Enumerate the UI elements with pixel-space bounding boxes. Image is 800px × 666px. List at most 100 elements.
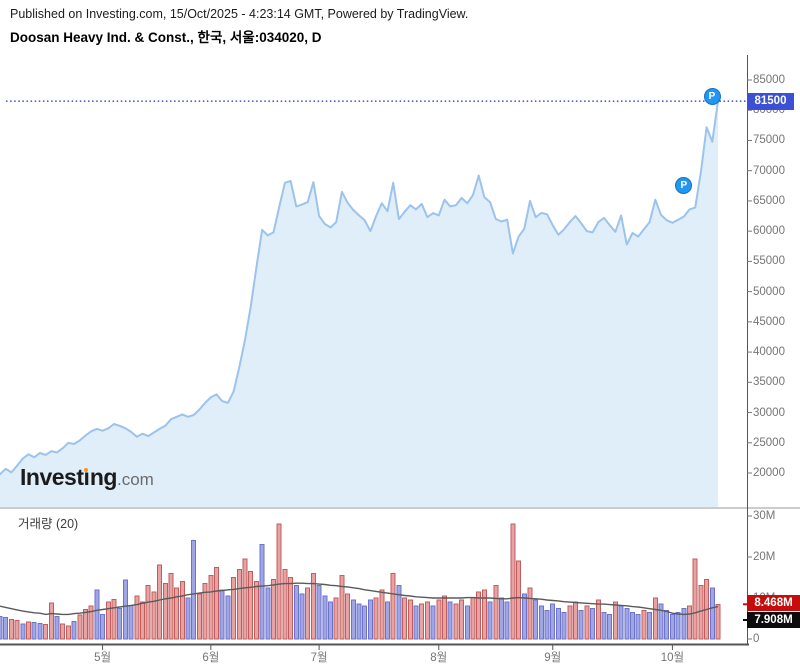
volume-bar (390, 572, 396, 640)
month-label: 6월 (202, 652, 220, 664)
volume-bar (339, 575, 345, 640)
volume-bar (385, 601, 390, 640)
volume-bar (43, 624, 49, 640)
volume-bar (3, 617, 9, 640)
volume-bar (590, 607, 596, 640)
price-axis-label: 30000 (753, 406, 785, 419)
volume-bar (185, 597, 191, 640)
volume-bar (248, 570, 254, 640)
volume-bar (447, 601, 453, 640)
volume-bar (350, 599, 356, 640)
volume-bar (601, 611, 607, 640)
volume-bar (687, 605, 692, 640)
volume-bar (117, 608, 123, 640)
volume-bar (196, 593, 202, 640)
volume-bar (219, 589, 225, 640)
volume-bar (345, 593, 351, 640)
volume-bar (77, 614, 83, 640)
price-axis-label: 85000 (753, 74, 785, 86)
volume-bar (624, 607, 630, 640)
volume-bar (271, 579, 276, 640)
volume-bar (333, 597, 339, 640)
volume-bar (567, 605, 573, 640)
month-label: 9월 (544, 652, 562, 664)
volume-bar (379, 589, 385, 640)
volume-bar (299, 593, 305, 640)
volume-bar (499, 597, 504, 640)
volume-bar (328, 601, 333, 640)
volume-bar (470, 597, 476, 640)
volume-bar (652, 597, 658, 640)
volume-bar (510, 523, 516, 640)
volume-bar (493, 585, 499, 640)
volume-bar (100, 613, 106, 640)
volume-bar (94, 589, 100, 640)
volume-bar (208, 575, 214, 640)
volume-bar (521, 593, 527, 640)
volume-bar (407, 599, 413, 640)
month-label: 7월 (310, 652, 328, 664)
volume-bar (692, 558, 698, 640)
volume-bar (658, 603, 664, 640)
volume-bar (573, 601, 578, 640)
volume-bar (698, 585, 704, 640)
volume-bar (373, 597, 379, 640)
volume-bar (253, 581, 259, 640)
volume-bar (595, 599, 601, 640)
price-axis-label: 20000 (753, 467, 785, 479)
volume-bar (174, 587, 180, 640)
volume-bar (20, 623, 26, 640)
volume-bar (288, 577, 294, 640)
volume-bar (276, 523, 282, 640)
volume-bar (88, 605, 94, 640)
volume-bar (561, 611, 567, 640)
volume-bar (459, 599, 465, 640)
volume-bar (0, 616, 3, 640)
volume-ma-line (0, 582, 719, 616)
volume-bar (134, 595, 140, 640)
investing-logo: Investıng.com (20, 464, 154, 491)
volume-bar (26, 621, 31, 640)
volume-bar (464, 605, 470, 640)
volume-bar (550, 603, 556, 640)
volume-bar (504, 601, 510, 640)
volume-bar (635, 613, 641, 640)
logo-com: .com (116, 470, 154, 489)
volume-bar (436, 599, 442, 640)
volume-bar (453, 603, 459, 640)
price-axis-label: 65000 (753, 194, 785, 207)
volume-bar (151, 591, 157, 640)
volume-bar (481, 589, 487, 640)
volume-bar (316, 585, 322, 640)
volume-bar (162, 583, 168, 640)
volume-bar (442, 595, 447, 640)
volume-bar (179, 581, 185, 640)
volume-bar (128, 604, 134, 640)
volume-bar (71, 620, 77, 640)
price-axis-label: 45000 (753, 315, 785, 328)
volume-bar (231, 577, 237, 640)
volume-bar (54, 616, 60, 640)
logo-text-end: ng (89, 464, 118, 490)
price-marker-p-icon: P (675, 177, 693, 195)
volume-bar (630, 611, 635, 640)
volume-bar (555, 607, 561, 640)
volume-bar (310, 572, 316, 640)
volume-bar (641, 609, 647, 640)
volume-bar (265, 587, 271, 640)
price-area-fill (0, 101, 718, 507)
volume-bar (111, 599, 117, 640)
logo-text: Invest (20, 464, 84, 490)
volume-axis-label: 0 (753, 633, 760, 645)
volume-bar (533, 599, 539, 640)
volume-bar (60, 623, 66, 640)
price-axis-label: 35000 (753, 376, 785, 389)
volume-bar (709, 587, 715, 640)
volume-bar (487, 601, 493, 640)
volume-bar (607, 613, 613, 640)
price-axis-label: 70000 (753, 164, 785, 177)
volume-bar (202, 583, 208, 640)
volume-bar (681, 607, 687, 640)
volume-bar (538, 605, 544, 640)
volume-bar (362, 605, 368, 640)
